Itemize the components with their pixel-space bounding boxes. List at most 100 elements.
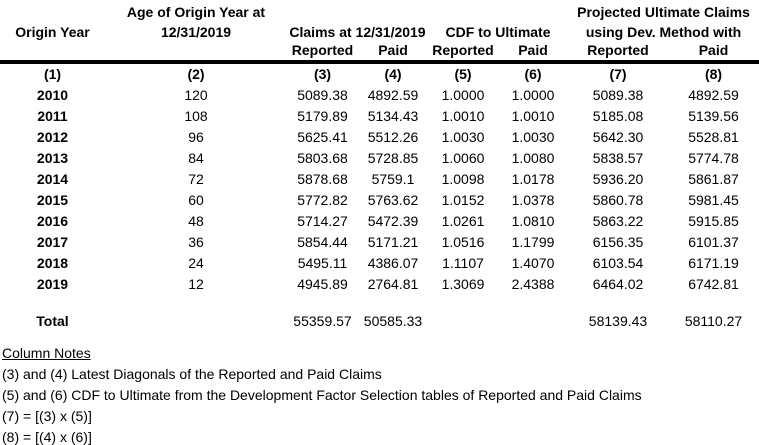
reported-claims-cell: 5179.89	[297, 108, 348, 124]
cdf-reported-cell: 1.0152	[441, 192, 485, 208]
cdf-reported-cell: 1.0030	[441, 129, 485, 145]
table-row: 2013 84 5803.68 5728.85 1.0060 1.0080 58…	[0, 148, 759, 169]
paid-claims-cell: 4892.59	[367, 87, 419, 103]
ultimate-paid-cell: 5861.87	[688, 171, 739, 187]
total-blank	[105, 311, 287, 332]
cdf-reported-cell: 1.0516	[441, 234, 485, 250]
column-number: (1)	[43, 66, 62, 82]
age-cell: 84	[188, 150, 204, 166]
column-note: (8) = [(4) x (6)]	[2, 429, 92, 445]
header-blank	[105, 42, 287, 64]
ultimate-paid-cell: 5139.56	[688, 108, 739, 124]
ultimate-reported-cell: 6156.35	[592, 234, 644, 250]
column-note: (5) and (6) CDF to Ultimate from the Dev…	[2, 387, 642, 403]
ultimate-reported-cell: 5642.30	[592, 129, 644, 145]
ultimate-reported-cell: 5936.20	[592, 171, 644, 187]
ultimate-reported-cell: 6464.02	[592, 276, 644, 292]
ultimate-paid-cell: 5981.45	[688, 192, 739, 208]
subheader-ultimate-paid: Paid	[668, 42, 759, 64]
ultimate-reported-cell: 5185.08	[592, 108, 644, 124]
reported-claims-cell: 5878.68	[297, 171, 348, 187]
ultimate-paid-cell: 6171.19	[688, 255, 739, 271]
header-group-claims: Claims at 12/31/2019	[289, 24, 426, 40]
ultimate-paid-cell: 5528.81	[688, 129, 739, 145]
table-row: 2010 120 5089.38 4892.59 1.0000 1.0000 5…	[0, 85, 759, 106]
total-ultimate-paid: 58110.27	[684, 313, 743, 329]
origin-year-cell: 2019	[36, 276, 69, 292]
spacer	[0, 295, 759, 311]
reported-claims-cell: 5854.44	[297, 234, 348, 250]
table-row: 2015 60 5772.82 5763.62 1.0152 1.0378 58…	[0, 190, 759, 211]
cdf-reported-cell: 1.0060	[441, 150, 485, 166]
age-cell: 72	[188, 171, 204, 187]
origin-year-cell: 2016	[36, 213, 69, 229]
table-row: 2018 24 5495.11 4386.07 1.1107 1.4070 61…	[0, 253, 759, 274]
table-row: 2016 48 5714.27 5472.39 1.0261 1.0810 58…	[0, 211, 759, 232]
paid-claims-cell: 5134.43	[367, 108, 419, 124]
total-blank	[498, 311, 568, 332]
header-blank	[287, 0, 428, 22]
total-row: Total 55359.57 50585.33 58139.43 58110.2…	[0, 311, 759, 332]
column-numbers-row: (1) (2) (3) (4) (5) (6) (7) (8)	[0, 62, 759, 85]
paid-claims-cell: 5512.26	[367, 129, 419, 145]
ultimate-paid-cell: 6742.81	[688, 276, 739, 292]
column-notes-heading: Column Notes	[2, 345, 91, 361]
ultimate-paid-cell: 5915.85	[688, 213, 739, 229]
origin-year-cell: 2011	[37, 108, 68, 124]
header-group-projected-line2: using Dev. Method with	[585, 24, 742, 40]
table-row: 2014 72 5878.68 5759.1 1.0098 1.0178 593…	[0, 169, 759, 190]
ultimate-reported-cell: 5838.57	[592, 150, 644, 166]
column-number: (5)	[454, 66, 472, 82]
paid-claims-cell: 5759.1	[371, 171, 415, 187]
age-cell: 120	[184, 87, 208, 103]
cdf-paid-cell: 1.0030	[511, 129, 555, 145]
ultimate-reported-cell: 6103.54	[592, 255, 644, 271]
header-origin-year: Origin Year	[15, 24, 90, 40]
origin-year-cell: 2014	[36, 171, 69, 187]
column-note: (3) and (4) Latest Diagonals of the Repo…	[2, 366, 382, 382]
ultimate-reported-cell: 5860.78	[592, 192, 644, 208]
paid-claims-cell: 5472.39	[367, 213, 419, 229]
cdf-reported-cell: 1.3069	[441, 276, 485, 292]
column-notes-section: Column Notes (3) and (4) Latest Diagonal…	[0, 343, 759, 445]
subheader-ultimate-reported: Reported	[568, 42, 668, 64]
column-number: (7)	[609, 66, 627, 82]
age-cell: 12	[188, 276, 204, 292]
reported-claims-cell: 5714.27	[297, 213, 348, 229]
reported-claims-cell: 4945.89	[297, 276, 348, 292]
header-row-3: Reported Paid Reported Paid Reported Pai…	[0, 42, 759, 64]
table-row: 2019 12 4945.89 2764.81 1.3069 2.4388 64…	[0, 274, 759, 295]
spacer-row	[0, 295, 759, 311]
total-blank	[428, 311, 498, 332]
column-note: (7) = [(3) x (5)]	[2, 408, 92, 424]
age-cell: 48	[188, 213, 204, 229]
header-blank	[0, 42, 105, 64]
age-cell: 96	[188, 129, 204, 145]
total-ultimate-reported: 58139.43	[588, 313, 648, 329]
subheader-cdf-paid: Paid	[498, 42, 568, 64]
table-row: 2017 36 5854.44 5171.21 1.0516 1.1799 61…	[0, 232, 759, 253]
cdf-reported-cell: 1.0010	[441, 108, 485, 124]
total-paid-claims: 50585.33	[363, 313, 423, 329]
reported-claims-cell: 5495.11	[297, 255, 348, 271]
cdf-paid-cell: 2.4388	[511, 276, 555, 292]
header-blank	[428, 0, 568, 22]
claims-projection-table: Age of Origin Year at Projected Ultimate…	[0, 0, 759, 332]
cdf-paid-cell: 1.1799	[511, 234, 555, 250]
paid-claims-cell: 2764.81	[367, 276, 419, 292]
ultimate-reported-cell: 5863.22	[592, 213, 644, 229]
cdf-paid-cell: 1.4070	[511, 255, 555, 271]
column-number: (3)	[313, 66, 332, 82]
age-cell: 24	[188, 255, 204, 271]
origin-year-cell: 2018	[36, 255, 69, 271]
header-group-cdf: CDF to Ultimate	[445, 24, 551, 40]
cdf-paid-cell: 1.0010	[511, 108, 555, 124]
age-cell: 108	[184, 108, 208, 124]
origin-year-cell: 2013	[36, 150, 69, 166]
paid-claims-cell: 5171.21	[367, 234, 419, 250]
age-cell: 36	[188, 234, 204, 250]
origin-year-cell: 2017	[36, 234, 69, 250]
cdf-paid-cell: 1.0000	[511, 87, 555, 103]
reported-claims-cell: 5089.38	[297, 87, 348, 103]
subheader-claims-reported: Reported	[287, 42, 358, 64]
